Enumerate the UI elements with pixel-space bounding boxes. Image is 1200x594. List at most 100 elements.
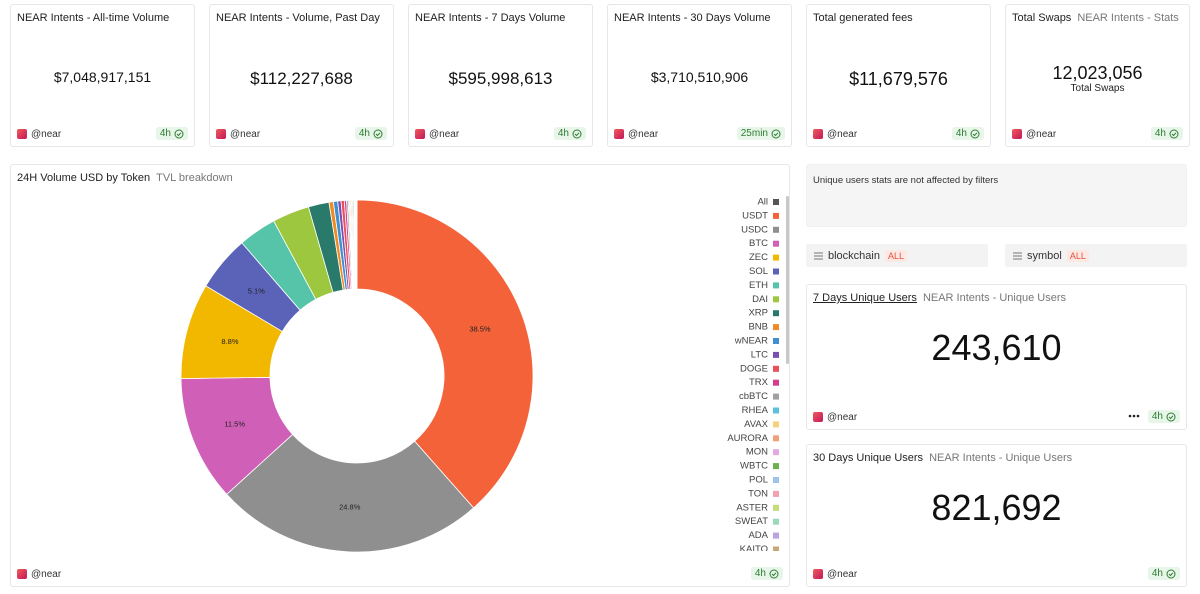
filter-name: symbol — [1027, 249, 1062, 262]
legend-swatch — [773, 365, 779, 372]
legend-item[interactable]: ZEC — [749, 252, 779, 263]
legend-item[interactable]: USDC — [741, 224, 779, 235]
chart-subtitle: TVL breakdown — [156, 172, 233, 184]
freshness: 25min — [740, 128, 768, 139]
legend-swatch — [773, 212, 779, 219]
check-icon — [1166, 412, 1176, 421]
legend-item[interactable]: RHEA — [742, 405, 779, 416]
legend-label: DOGE — [740, 363, 768, 374]
more-menu — [1128, 414, 1140, 418]
legend-label: wNEAR — [734, 336, 768, 347]
card-header: Total generated fees — [813, 12, 913, 24]
stat-card: NEAR Intents - 7 Days Volume $595,998,613… — [408, 4, 593, 147]
note-text: Unique users stats are not affected by f… — [813, 175, 999, 186]
author-avatar — [415, 129, 425, 139]
legend-item[interactable]: SOL — [749, 266, 779, 277]
legend-item[interactable]: SWEAT — [735, 516, 779, 527]
legend-item[interactable]: DAI — [752, 294, 779, 305]
freshness: 4h — [955, 128, 967, 139]
legend-label: MON — [746, 447, 768, 458]
donut-slice — [356, 199, 358, 290]
legend-item[interactable]: TON — [748, 488, 779, 499]
freshness: 4h — [754, 568, 766, 579]
legend-item[interactable]: POL — [749, 475, 779, 486]
legend-item[interactable]: BTC — [749, 238, 779, 249]
check-tick — [375, 131, 381, 136]
legend-swatch — [773, 518, 779, 525]
check-tick — [972, 131, 978, 136]
card-header: NEAR Intents - All-time Volume — [17, 12, 169, 24]
card-value: $595,998,613 — [448, 69, 553, 88]
filter[interactable]: blockchain ALL — [806, 244, 988, 267]
check-tick — [176, 131, 182, 136]
stat-card: NEAR Intents - All-time Volume $7,048,917… — [10, 4, 195, 147]
legend-swatch — [773, 254, 779, 261]
legend-item[interactable]: AVAX — [744, 419, 779, 430]
freshness: 4h — [1154, 128, 1166, 139]
legend-label: POL — [749, 475, 768, 486]
check-circle — [1169, 129, 1179, 138]
check-circle — [1166, 569, 1176, 578]
freshness-badge: 4h — [750, 567, 783, 580]
donut-slice — [226, 433, 475, 553]
author-avatar — [813, 129, 823, 139]
legend-label: LTC — [751, 349, 768, 360]
card-subtitle: NEAR Intents - Unique Users — [922, 292, 1066, 304]
legend-item[interactable]: ASTER — [736, 502, 779, 513]
check-tick — [574, 131, 580, 136]
freshness: 4h — [1151, 568, 1163, 579]
legend-swatch — [773, 449, 779, 456]
card-header: NEAR Intents - Volume, Past Day — [216, 12, 380, 24]
legend-label: ZEC — [749, 252, 768, 263]
legend-item[interactable]: BNB — [748, 322, 779, 333]
freshness-badge: 25min — [736, 127, 785, 140]
chart-card: 24H Volume USD by Token TVL breakdown @nea… — [10, 164, 790, 587]
card-header: Total Swaps NEAR Intents - Stats — [1012, 12, 1179, 24]
legend-swatch — [773, 393, 779, 400]
author-avatar — [1012, 129, 1022, 139]
check-icon — [373, 129, 383, 138]
menu-dot — [1128, 414, 1132, 418]
legend-swatch — [773, 532, 779, 539]
card-value: $11,679,576 — [849, 69, 948, 89]
legend-item[interactable]: MON — [746, 447, 779, 458]
legend-item[interactable]: All — [757, 197, 779, 208]
author: @near — [827, 569, 858, 580]
legend-item[interactable]: wNEAR — [734, 336, 779, 347]
legend-label: DAI — [752, 294, 768, 305]
stat-card: NEAR Intents - Volume, Past Day $112,227,… — [209, 4, 394, 147]
legend-label: WBTC — [740, 461, 768, 472]
legend-swatch — [773, 240, 779, 247]
card-header: NEAR Intents - 30 Days Volume — [614, 12, 771, 24]
legend: All USDT USDC BTC ZEC SOL ETH DAI XRP BNB wNEAR LTC… — [727, 197, 779, 555]
legend-item[interactable]: ETH — [749, 280, 779, 291]
legend-label: ASTER — [736, 502, 768, 513]
legend-item[interactable]: AURORA — [727, 433, 779, 444]
card-value: 12,023,056 — [1052, 63, 1143, 83]
check-circle — [970, 129, 980, 138]
freshness-badge: 4h — [553, 127, 586, 140]
author: @near — [429, 129, 460, 140]
check-icon — [1169, 129, 1179, 138]
legend-item[interactable]: USDT — [742, 210, 779, 221]
filter-icon — [1013, 252, 1022, 259]
legend-item[interactable]: TRX — [749, 377, 779, 388]
legend-item[interactable]: XRP — [748, 308, 779, 319]
legend-swatch — [773, 407, 779, 414]
legend-label: AVAX — [744, 419, 769, 430]
check-tick — [773, 131, 779, 136]
filter-value: ALL — [1066, 249, 1089, 262]
stat-card: NEAR Intents - 30 Days Volume $3,710,510,… — [607, 4, 792, 147]
card-title: NEAR Intents - 7 Days Volume — [415, 12, 566, 24]
legend-item[interactable]: DOGE — [740, 363, 779, 374]
filter[interactable]: symbol ALL — [1005, 244, 1187, 267]
donut-chart: 38.5% 24.8% 11.5% 8.8% 5.1% All USDT USDC BTC ZEC… — [180, 196, 789, 555]
legend-item[interactable]: KAITO — [740, 544, 779, 555]
legend-item[interactable]: WBTC — [740, 461, 779, 472]
legend-item[interactable]: ADA — [748, 530, 779, 541]
legend-item[interactable]: cbBTC — [739, 391, 779, 402]
legend-item[interactable]: LTC — [751, 349, 779, 360]
info-note: Unique users stats are not affected by f… — [806, 164, 1187, 227]
legend-swatch — [773, 338, 779, 344]
